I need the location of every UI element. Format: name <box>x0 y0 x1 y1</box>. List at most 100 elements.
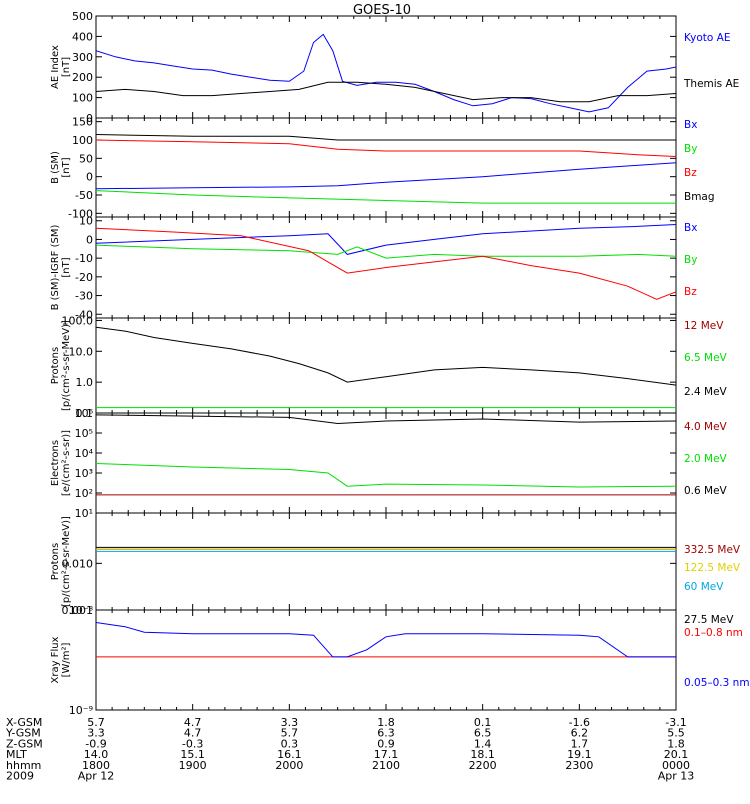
legend-label-ae: Themis AE <box>683 78 739 90</box>
legend-label-bsm: By <box>684 143 697 155</box>
x-row-label: X-GSM <box>6 716 42 729</box>
y-tick-label: 50 <box>79 152 93 165</box>
x-row-value: -3.1 <box>665 716 686 729</box>
series-line-bsm-1 <box>96 190 676 204</box>
y-tick-label: -30 <box>75 290 93 303</box>
y-tick-label: -20 <box>75 271 93 284</box>
legend-label-ae: Kyoto AE <box>684 32 730 44</box>
date-year: 2009 <box>6 770 34 783</box>
legend-label-protons1: 6.5 MeV <box>684 352 728 364</box>
y-axis-label: [e/(cm²-s-sr)] <box>61 430 72 496</box>
x-row-value: 2300 <box>565 759 593 772</box>
y-tick-label: -100 <box>68 207 93 220</box>
x-row-value: 14.0 <box>84 748 109 761</box>
date-start: Apr 12 <box>78 770 115 783</box>
legend-label-bdiff: Bx <box>684 222 697 234</box>
x-row-value: 1.8 <box>377 716 395 729</box>
y-tick-label: 0 <box>86 112 93 125</box>
y-axis-label: Xray Flux <box>50 636 61 683</box>
y-tick-label: 0.001 <box>62 604 94 617</box>
panel-frame-xray <box>95 609 677 711</box>
x-row-label: MLT <box>6 748 27 761</box>
x-row-value: 15.1 <box>180 748 205 761</box>
y-tick-label: 10.0 <box>69 345 94 358</box>
y-tick-label: 10⁵ <box>75 427 93 440</box>
y-tick-label: 150 <box>72 116 93 129</box>
y-axis-label: [nT] <box>61 257 72 277</box>
y-axis-label: B (SM) <box>50 151 61 184</box>
x-row-value: 6.2 <box>571 727 589 740</box>
y-axis-label: B (SM)-IGRF (SM) <box>50 225 61 311</box>
legend-label-protons2: 332.5 MeV <box>684 544 741 556</box>
chart-title: GOES-10 <box>353 3 411 18</box>
y-tick-label: 10 <box>79 215 93 228</box>
legend-label-protons2: 27.5 MeV <box>684 614 734 626</box>
x-row-value: 1900 <box>179 759 207 772</box>
legend-label-xray: 0.1–0.8 nm <box>684 627 743 639</box>
y-tick-label: 0 <box>86 233 93 246</box>
y-tick-label: 10² <box>75 487 93 500</box>
legend-label-bdiff: Bz <box>684 286 697 298</box>
y-tick-label: 10⁻⁸ <box>69 604 94 617</box>
x-row-value: 0.9 <box>377 737 395 750</box>
y-tick-label: 400 <box>72 30 93 43</box>
y-axis-label: Protons <box>50 347 61 384</box>
y-tick-label: 1.0 <box>76 376 94 389</box>
y-axis-label: AE Index <box>50 45 61 89</box>
x-row-value: 18.1 <box>470 748 495 761</box>
y-tick-label: 100.0 <box>62 314 94 327</box>
x-row-value: 2100 <box>372 759 400 772</box>
legend-label-bsm: Bz <box>684 167 697 179</box>
panel-frame-protons1 <box>95 317 677 414</box>
legend-label-electrons: 4.0 MeV <box>684 421 728 433</box>
legend-label-protons1: 2.4 MeV <box>684 386 728 398</box>
x-row-value: -0.9 <box>85 737 106 750</box>
x-row-value: 0.1 <box>474 716 492 729</box>
y-tick-label: -40 <box>75 308 93 321</box>
x-row-value: 1.7 <box>571 737 589 750</box>
y-tick-label: 0.010 <box>62 557 94 570</box>
y-axis-label: [nT] <box>61 57 72 77</box>
y-tick-label: 10⁶ <box>75 407 94 420</box>
y-tick-label: 10⁻⁹ <box>69 704 93 717</box>
legend-label-protons1: 12 MeV <box>684 320 724 332</box>
x-row-value: 0.3 <box>281 737 299 750</box>
x-row-value: 2000 <box>275 759 303 772</box>
series-line-ae-1 <box>96 81 676 103</box>
y-axis-label: [nT] <box>61 157 72 177</box>
y-tick-label: 200 <box>72 71 93 84</box>
x-row-value: 6.3 <box>377 727 395 740</box>
date-end: Apr 13 <box>658 770 695 783</box>
x-row-value: 0000 <box>662 759 690 772</box>
series-line-electrons-1 <box>96 463 676 488</box>
x-row-value: 20.1 <box>664 748 689 761</box>
legend-label-protons2: 60 MeV <box>684 581 724 593</box>
x-row-value: -1.6 <box>569 716 590 729</box>
legend-label-electrons: 0.6 MeV <box>684 485 728 497</box>
x-row-value: 16.1 <box>277 748 302 761</box>
y-tick-label: 0 <box>86 171 93 184</box>
y-tick-label: 10³ <box>75 467 93 480</box>
x-row-value: 1.8 <box>667 737 685 750</box>
legend-label-protons2: 122.5 MeV <box>684 562 741 574</box>
x-row-value: 6.5 <box>474 727 492 740</box>
series-line-ae-0 <box>96 33 676 113</box>
legend-label-electrons: 2.0 MeV <box>684 453 728 465</box>
y-tick-label: -10 <box>75 252 93 265</box>
legend-label-xray: 0.05–0.3 nm <box>684 677 750 689</box>
y-tick-label: 0.1 <box>76 407 94 420</box>
legend-label-bdiff: By <box>684 254 697 266</box>
y-tick-label: 100 <box>72 92 93 105</box>
y-tick-label: 10⁴ <box>75 447 94 460</box>
x-row-value: 19.1 <box>567 748 592 761</box>
series-line-bdiff-0 <box>96 224 676 255</box>
x-row-value: 3.3 <box>87 727 105 740</box>
series-line-xray-1 <box>96 622 676 658</box>
panel-frame-bsm <box>95 117 677 218</box>
x-row-value: 1.4 <box>474 737 492 750</box>
x-row-value: 4.7 <box>184 716 202 729</box>
x-row-value: 5.5 <box>667 727 685 740</box>
y-axis-label: [p/(cm²-s-sr-MeV)] <box>61 516 72 607</box>
y-axis-label: Electrons <box>50 440 61 486</box>
